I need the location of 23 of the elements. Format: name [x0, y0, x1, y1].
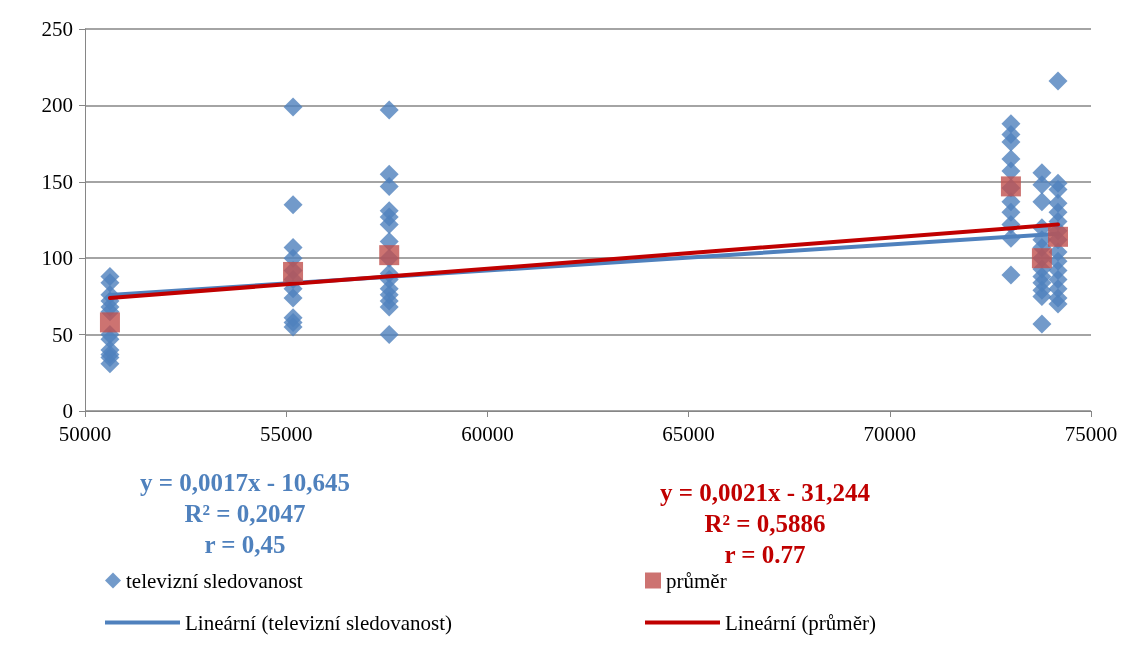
x-tick-label: 75000 — [1064, 421, 1118, 446]
text: y = 0,0017x - 10,645 — [139, 469, 351, 496]
legend-label: průměr — [666, 568, 727, 593]
y-tick-label: 0 — [62, 399, 73, 423]
x-tick-label: 65000 — [662, 421, 715, 446]
x-tick-label: 55000 — [259, 421, 313, 446]
x-tick-label: 70000 — [863, 421, 917, 446]
legend-label: televizní sledovanost — [126, 568, 303, 593]
y-tick-label: 100 — [41, 246, 73, 271]
y-tick-label: 200 — [41, 93, 73, 118]
text: R² = 0,5886 — [704, 510, 826, 537]
x-tick-label: 50000 — [58, 421, 112, 446]
legend-label: Lineární (televizní sledovanost) — [185, 610, 453, 635]
point — [1048, 226, 1068, 247]
y-tick-label: 50 — [52, 322, 73, 347]
y-tick-label: 150 — [41, 169, 73, 194]
x-tick-label: 60000 — [461, 421, 514, 446]
text: R² = 0,2047 — [184, 500, 306, 527]
text: y = 0,0021x - 31,244 — [659, 479, 871, 506]
legend-label: Lineární (průměr) — [725, 610, 877, 635]
text: r = 0,45 — [204, 531, 286, 558]
y-tick-label: 250 — [41, 17, 73, 41]
text: r = 0.77 — [724, 541, 806, 568]
